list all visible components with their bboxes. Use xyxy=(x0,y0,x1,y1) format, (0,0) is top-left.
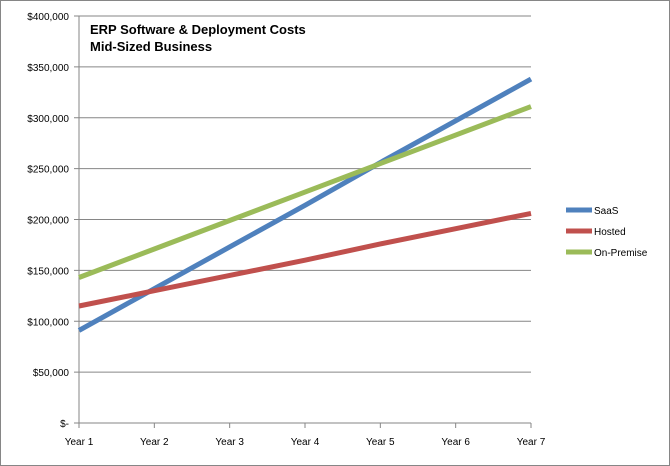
chart-subtitle: Mid-Sized Business xyxy=(90,39,212,54)
legend-label: Hosted xyxy=(594,227,626,238)
y-tick-label: $100,000 xyxy=(27,317,69,328)
legend-label: SaaS xyxy=(594,206,619,217)
chart-title: ERP Software & Deployment Costs xyxy=(90,22,306,37)
x-tick-label: Year 5 xyxy=(366,437,395,448)
x-tick-label: Year 2 xyxy=(140,437,169,448)
y-tick-label: $400,000 xyxy=(27,12,69,23)
y-tick-label: $- xyxy=(60,419,69,430)
x-tick-label: Year 6 xyxy=(441,437,470,448)
y-tick-label: $150,000 xyxy=(27,266,69,277)
y-tick-label: $300,000 xyxy=(27,114,69,125)
x-tick-label: Year 7 xyxy=(517,437,546,448)
y-tick-label: $200,000 xyxy=(27,216,69,227)
series-line-on-premise xyxy=(78,104,532,280)
gridlines xyxy=(79,15,531,373)
y-tick-label: $350,000 xyxy=(27,63,69,74)
x-tick-label: Year 4 xyxy=(291,437,320,448)
y-tick-label: $50,000 xyxy=(33,368,70,379)
x-axis-ticks: Year 1 Year 2 Year 3 Year 4 Year 5 Year 6 Year… xyxy=(65,423,546,448)
x-tick-label: Year 1 xyxy=(65,437,94,448)
y-axis-ticks: $- $50,000 $100,000 $150,000 $200,000 $250,00… xyxy=(27,12,79,430)
series-lines xyxy=(77,76,533,333)
legend-label: On-Premise xyxy=(594,248,648,259)
x-tick-label: Year 3 xyxy=(215,437,244,448)
y-tick-label: $250,000 xyxy=(27,165,69,176)
legend: SaaS Hosted On-Premise xyxy=(566,206,648,259)
series-line-hosted xyxy=(78,210,532,309)
